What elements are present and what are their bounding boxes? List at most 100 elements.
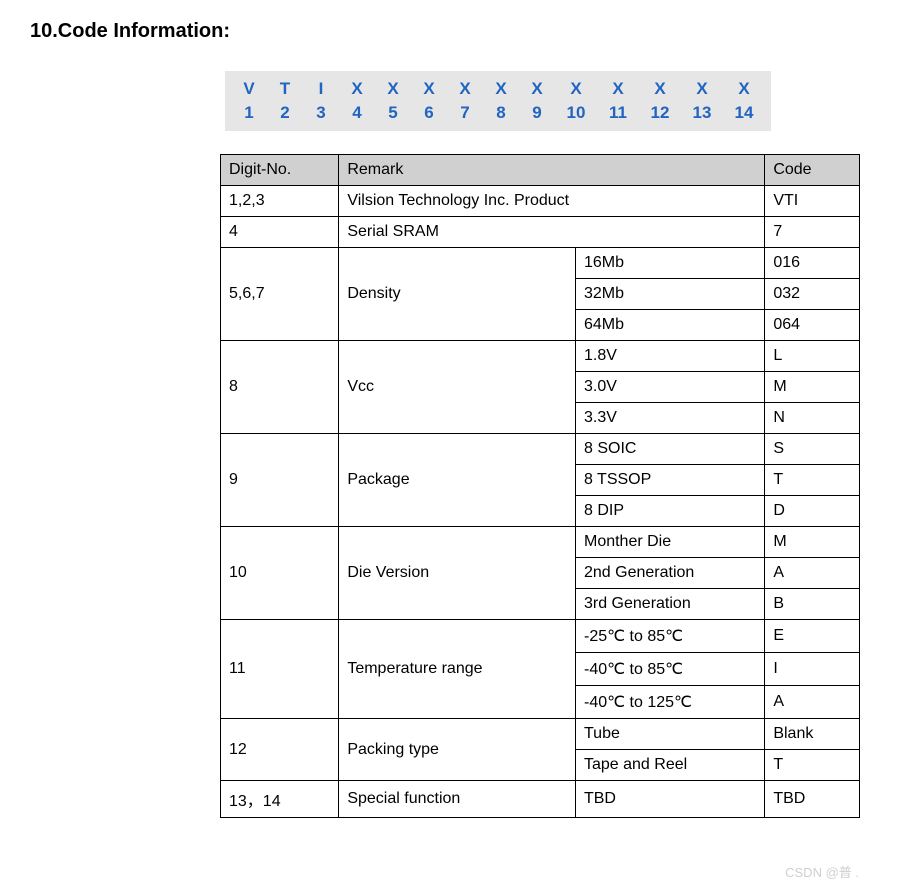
code-strip-letter: X xyxy=(555,77,597,101)
code-info-table: Digit-No. Remark Code 1,2,3Vilsion Techn… xyxy=(220,154,860,818)
table-row: 8Vcc1.8VL xyxy=(221,341,860,372)
code-strip-letter: X xyxy=(639,77,681,101)
remark-cell: Package xyxy=(339,434,576,527)
remark-cell: Temperature range xyxy=(339,620,576,719)
code-strip-table: VTIXXXXXXXXXXX 1234567891011121314 xyxy=(231,77,765,125)
code-strip-letter: X xyxy=(375,77,411,101)
code-strip-letter: X xyxy=(447,77,483,101)
table-row: 4Serial SRAM7 xyxy=(221,217,860,248)
code-strip-number: 7 xyxy=(447,101,483,125)
code-cell: A xyxy=(765,558,860,589)
digit-cell: 9 xyxy=(221,434,339,527)
remark-sub-cell: 64Mb xyxy=(575,310,764,341)
section-title: 10.Code Information: xyxy=(30,20,869,43)
code-strip-letter: I xyxy=(303,77,339,101)
remark-sub-cell: 3.0V xyxy=(575,372,764,403)
remark-sub-cell: 3rd Generation xyxy=(575,589,764,620)
code-strip-number: 2 xyxy=(267,101,303,125)
code-cell: E xyxy=(765,620,860,653)
code-strip-letter: T xyxy=(267,77,303,101)
code-strip-number: 3 xyxy=(303,101,339,125)
code-strip: VTIXXXXXXXXXXX 1234567891011121314 xyxy=(225,71,771,131)
code-strip-number: 14 xyxy=(723,101,765,125)
remark-sub-cell: 8 DIP xyxy=(575,496,764,527)
remark-cell: Die Version xyxy=(339,527,576,620)
col-digit: Digit-No. xyxy=(221,155,339,186)
digit-cell: 1,2,3 xyxy=(221,186,339,217)
remark-sub-cell: 1.8V xyxy=(575,341,764,372)
remark-cell: Serial SRAM xyxy=(339,217,765,248)
remark-sub-cell: -40℃ to 85℃ xyxy=(575,653,764,686)
remark-sub-cell: -25℃ to 85℃ xyxy=(575,620,764,653)
remark-cell: Vcc xyxy=(339,341,576,434)
code-cell: 032 xyxy=(765,279,860,310)
remark-sub-cell: Tape and Reel xyxy=(575,750,764,781)
digit-cell: 10 xyxy=(221,527,339,620)
remark-sub-cell: Monther Die xyxy=(575,527,764,558)
code-cell: B xyxy=(765,589,860,620)
table-header-row: Digit-No. Remark Code xyxy=(221,155,860,186)
table-row: 13，14Special functionTBDTBD xyxy=(221,781,860,818)
table-row: 11Temperature range-25℃ to 85℃E xyxy=(221,620,860,653)
code-strip-number: 9 xyxy=(519,101,555,125)
code-cell: A xyxy=(765,686,860,719)
code-strip-number: 10 xyxy=(555,101,597,125)
digit-cell: 13，14 xyxy=(221,781,339,818)
code-strip-number: 4 xyxy=(339,101,375,125)
code-strip-number: 12 xyxy=(639,101,681,125)
remark-sub-cell: 32Mb xyxy=(575,279,764,310)
col-remark: Remark xyxy=(339,155,765,186)
code-cell: 7 xyxy=(765,217,860,248)
remark-sub-cell: Tube xyxy=(575,719,764,750)
code-strip-number: 1 xyxy=(231,101,267,125)
table-row: 9Package8 SOICS xyxy=(221,434,860,465)
code-cell: TBD xyxy=(765,781,860,818)
digit-cell: 4 xyxy=(221,217,339,248)
code-strip-letter: X xyxy=(483,77,519,101)
table-row: 12Packing typeTubeBlank xyxy=(221,719,860,750)
code-strip-number: 11 xyxy=(597,101,639,125)
digit-cell: 5,6,7 xyxy=(221,248,339,341)
code-strip-letter: X xyxy=(681,77,723,101)
code-cell: Blank xyxy=(765,719,860,750)
code-strip-letter: X xyxy=(723,77,765,101)
code-cell: T xyxy=(765,750,860,781)
code-strip-number: 13 xyxy=(681,101,723,125)
remark-sub-cell: 16Mb xyxy=(575,248,764,279)
remark-cell: Vilsion Technology Inc. Product xyxy=(339,186,765,217)
digit-cell: 8 xyxy=(221,341,339,434)
code-cell: 016 xyxy=(765,248,860,279)
table-row: 5,6,7Density16Mb016 xyxy=(221,248,860,279)
code-strip-number: 5 xyxy=(375,101,411,125)
remark-sub-cell: 2nd Generation xyxy=(575,558,764,589)
code-cell: D xyxy=(765,496,860,527)
code-strip-letter: X xyxy=(339,77,375,101)
remark-sub-cell: 8 TSSOP xyxy=(575,465,764,496)
remark-cell: Density xyxy=(339,248,576,341)
digit-cell: 11 xyxy=(221,620,339,719)
code-cell: S xyxy=(765,434,860,465)
code-cell: T xyxy=(765,465,860,496)
code-cell: M xyxy=(765,372,860,403)
code-cell: I xyxy=(765,653,860,686)
table-row: 10Die VersionMonther DieM xyxy=(221,527,860,558)
code-cell: VTI xyxy=(765,186,860,217)
code-cell: L xyxy=(765,341,860,372)
remark-sub-cell: 3.3V xyxy=(575,403,764,434)
code-cell: N xyxy=(765,403,860,434)
digit-cell: 12 xyxy=(221,719,339,781)
remark-cell: Special function xyxy=(339,781,576,818)
code-cell: 064 xyxy=(765,310,860,341)
code-strip-number: 6 xyxy=(411,101,447,125)
code-strip-letter: X xyxy=(597,77,639,101)
code-strip-letter: X xyxy=(519,77,555,101)
code-strip-letter: X xyxy=(411,77,447,101)
remark-sub-cell: TBD xyxy=(575,781,764,818)
code-cell: M xyxy=(765,527,860,558)
code-strip-letter: V xyxy=(231,77,267,101)
code-strip-number: 8 xyxy=(483,101,519,125)
remark-sub-cell: -40℃ to 125℃ xyxy=(575,686,764,719)
watermark: CSDN @普 . xyxy=(785,862,859,881)
col-code: Code xyxy=(765,155,860,186)
remark-cell: Packing type xyxy=(339,719,576,781)
